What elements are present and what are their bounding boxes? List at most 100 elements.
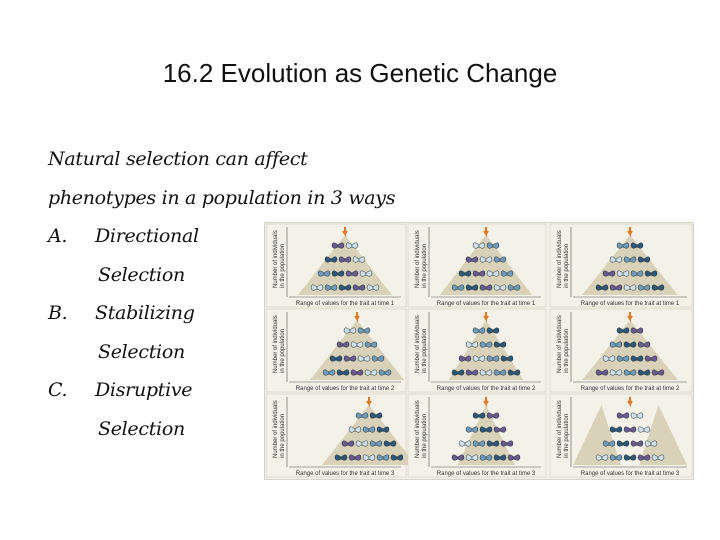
distribution-shape bbox=[573, 405, 621, 465]
butterfly-icon bbox=[623, 341, 637, 348]
y-axis-label: Number of individualsin the population bbox=[415, 315, 428, 373]
list-item-label: Directional bbox=[95, 225, 199, 247]
butterfly-icon bbox=[486, 440, 500, 447]
x-axis-label: Range of values for the trait at time 3 bbox=[581, 471, 680, 477]
list-marker: C. bbox=[48, 379, 68, 401]
butterfly-icon bbox=[479, 284, 493, 291]
list-marker: A. bbox=[48, 225, 68, 247]
butterfly-icon bbox=[479, 426, 493, 433]
butterfly-icon bbox=[486, 270, 500, 277]
butterfly-icon bbox=[479, 341, 493, 348]
butterfly-icon bbox=[362, 426, 376, 433]
butterfly-icon bbox=[637, 256, 651, 263]
butterfly-icon bbox=[637, 341, 651, 348]
butterfly-icon bbox=[378, 369, 392, 376]
butterfly-icon bbox=[371, 355, 385, 362]
butterfly-icon bbox=[602, 440, 616, 447]
butterfly-icon bbox=[369, 440, 383, 447]
distribution-shape bbox=[448, 320, 524, 380]
y-axis-label: Number of individualsin the population bbox=[415, 230, 428, 288]
butterfly-icon bbox=[472, 270, 486, 277]
butterfly-icon bbox=[479, 256, 493, 263]
butterfly-icon bbox=[359, 270, 373, 277]
butterfly-icon bbox=[479, 454, 493, 461]
butterfly-icon bbox=[623, 284, 637, 291]
butterfly-icon bbox=[355, 412, 369, 419]
butterfly-icon bbox=[630, 270, 644, 277]
distribution-shape bbox=[457, 405, 515, 465]
butterfly-icon bbox=[644, 440, 658, 447]
butterfly-icon bbox=[630, 327, 644, 334]
selection-types-figure: Range of values for the trait at time 1 N… bbox=[264, 222, 694, 480]
butterfly-icon bbox=[348, 426, 362, 433]
butterfly-icon bbox=[623, 454, 637, 461]
slide-title: 16.2 Evolution as Genetic Change bbox=[162, 58, 558, 88]
butterfly-icon bbox=[350, 369, 364, 376]
butterfly-icon bbox=[637, 369, 651, 376]
butterfly-icon bbox=[324, 284, 338, 291]
butterfly-icon bbox=[609, 256, 623, 263]
y-axis-label: Number of individualsin the population bbox=[415, 400, 428, 458]
butterfly-icon bbox=[343, 355, 357, 362]
butterfly-icon bbox=[329, 355, 343, 362]
distribution-shape bbox=[309, 320, 405, 380]
butterfly-icon bbox=[595, 369, 609, 376]
butterfly-icon bbox=[637, 284, 651, 291]
butterfly-icon bbox=[651, 369, 665, 376]
butterfly-icon bbox=[465, 426, 479, 433]
selection-arrow-icon bbox=[627, 397, 633, 408]
butterfly-icon bbox=[493, 454, 507, 461]
slide-body: Natural selection can affect phenotypes … bbox=[48, 140, 428, 448]
butterfly-icon bbox=[493, 256, 507, 263]
butterfly-icon bbox=[369, 412, 383, 419]
butterfly-icon bbox=[336, 341, 350, 348]
butterfly-icon bbox=[338, 284, 352, 291]
butterfly-icon bbox=[630, 355, 644, 362]
butterfly-icon bbox=[451, 284, 465, 291]
selection-arrow-icon bbox=[483, 312, 489, 323]
butterfly-icon bbox=[458, 355, 472, 362]
butterfly-icon bbox=[630, 242, 644, 249]
butterfly-icon bbox=[343, 327, 357, 334]
butterfly-icon bbox=[609, 454, 623, 461]
list-item-disruptive: C. Disruptive bbox=[48, 371, 428, 410]
list-item-continuation: Selection bbox=[98, 417, 185, 440]
distribution-shape bbox=[639, 405, 687, 465]
butterfly-icon bbox=[616, 327, 630, 334]
butterfly-icon bbox=[651, 284, 665, 291]
y-axis-label: Number of individualsin the population bbox=[557, 315, 570, 373]
butterfly-icon bbox=[472, 440, 486, 447]
x-axis-label: Range of values for the trait at time 1 bbox=[437, 301, 536, 307]
intro-line-2: phenotypes in a population in 3 ways bbox=[48, 186, 396, 209]
selection-arrow-icon bbox=[354, 312, 360, 323]
butterfly-icon bbox=[644, 270, 658, 277]
butterfly-icon bbox=[458, 440, 472, 447]
list-item-stabilizing: B. Stabilizing bbox=[48, 294, 428, 333]
butterfly-icon bbox=[486, 327, 500, 334]
butterfly-icon bbox=[637, 426, 651, 433]
figure-canvas: Range of values for the trait at time 1 N… bbox=[265, 223, 693, 478]
butterfly-icon bbox=[383, 440, 397, 447]
butterfly-icon bbox=[493, 284, 507, 291]
butterfly-icon bbox=[355, 440, 369, 447]
butterfly-icon bbox=[651, 454, 665, 461]
selection-arrow-icon bbox=[483, 227, 489, 238]
butterfly-icon bbox=[637, 454, 651, 461]
butterfly-icon bbox=[479, 369, 493, 376]
intro-line-1: Natural selection can affect bbox=[48, 148, 308, 170]
butterfly-icon bbox=[364, 341, 378, 348]
butterfly-icon bbox=[609, 369, 623, 376]
list-item-label: Disruptive bbox=[95, 379, 193, 401]
butterfly-icon bbox=[486, 355, 500, 362]
butterfly-icon bbox=[310, 284, 324, 291]
distribution-shape bbox=[439, 235, 533, 295]
distribution-shape bbox=[582, 320, 678, 380]
butterfly-icon bbox=[595, 454, 609, 461]
butterfly-icon bbox=[334, 454, 348, 461]
butterfly-icon bbox=[472, 355, 486, 362]
butterfly-icon bbox=[486, 412, 500, 419]
butterfly-icon bbox=[341, 440, 355, 447]
list-item-continuation: Selection bbox=[98, 263, 185, 286]
list-item-directional: A. Directional bbox=[48, 217, 428, 256]
selection-arrow-icon bbox=[366, 397, 372, 408]
